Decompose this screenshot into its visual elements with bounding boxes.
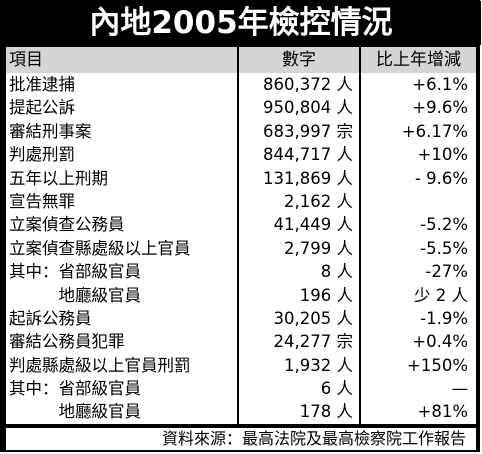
table-row: 宣告無罪 2,162 人 (6, 189, 476, 214)
row-item: 審結刑事案 (6, 119, 237, 144)
row-number: 844,717 人 (239, 143, 359, 167)
row-change: 少 2 人 (361, 283, 476, 307)
row-item: 立案偵查公務員 (6, 213, 237, 237)
statistics-table: 項目 數字 比上年增減 批准逮捕 860,372 人 +6.1% 提起公訴 95… (6, 47, 476, 424)
row-number: 131,869 人 (239, 166, 359, 190)
table-row: 審結刑事案 683,997 宗 +6.17% (6, 119, 476, 144)
header-change: 比上年增減 (361, 47, 476, 73)
row-change: -1.9% (361, 306, 476, 331)
table-row: 立案偵查縣處級以上官員 2,799 人 -5.5% (6, 236, 476, 261)
table-row: 五年以上刑期 131,869 人 - 9.6% (6, 166, 476, 190)
row-change: +81% (361, 400, 476, 424)
row-number: 1,932 人 (239, 353, 359, 378)
row-change: — (361, 377, 476, 401)
row-change: -5.5% (361, 236, 476, 261)
table-row: 判處縣處級以上官員刑罰 1,932 人 +150% (6, 353, 476, 378)
table-header: 項目 數字 比上年增減 (6, 47, 476, 73)
row-change: +150% (361, 353, 476, 378)
row-change: -5.2% (361, 213, 476, 237)
table-row: 立案偵查公務員 41,449 人 -5.2% (6, 213, 476, 237)
row-number: 24,277 宗 (239, 330, 359, 354)
row-number: 6 人 (239, 377, 359, 401)
row-number: 2,799 人 (239, 236, 359, 261)
table-row: 其中：省部級官員 6 人 — (6, 377, 476, 401)
row-number: 950,804 人 (239, 96, 359, 120)
row-number: 178 人 (239, 400, 359, 424)
row-number: 860,372 人 (239, 73, 359, 97)
source-note: 資料來源：最高法院及最高檢察院工作報告 (6, 428, 476, 450)
table-row: 地廳級官員 196 人 少 2 人 (6, 283, 476, 307)
row-item: 其中：省部級官員 (6, 260, 237, 284)
table-row: 批准逮捕 860,372 人 +6.1% (6, 73, 476, 97)
row-item: 審結公務員犯罪 (6, 330, 237, 354)
table-row: 起訴公務員 30,205 人 -1.9% (6, 306, 476, 331)
row-item: 五年以上刑期 (6, 166, 237, 190)
row-change: - 9.6% (361, 166, 476, 190)
row-number: 2,162 人 (239, 189, 359, 214)
row-item: 宣告無罪 (6, 189, 237, 214)
row-number: 30,205 人 (239, 306, 359, 331)
row-change: +6.17% (361, 119, 476, 144)
header-item: 項目 (6, 47, 237, 73)
row-item: 其中：省部級官員 (6, 377, 237, 401)
row-change: +10% (361, 143, 476, 167)
page-title: 內地2005年檢控情況 (1, 1, 481, 45)
row-item: 地廳級官員 (6, 283, 237, 307)
row-item: 立案偵查縣處級以上官員 (6, 236, 237, 261)
row-change: +0.4% (361, 330, 476, 354)
table-row: 提起公訴 950,804 人 +9.6% (6, 96, 476, 120)
table-row: 判處刑罰 844,717 人 +10% (6, 143, 476, 167)
row-item: 提起公訴 (6, 96, 237, 120)
row-change: +9.6% (361, 96, 476, 120)
row-number: 683,997 宗 (239, 119, 359, 144)
table-row: 其中：省部級官員 8 人 -27% (6, 260, 476, 284)
row-change: +6.1% (361, 73, 476, 97)
row-item: 批准逮捕 (6, 73, 237, 97)
row-change (361, 189, 476, 214)
table-row: 審結公務員犯罪 24,277 宗 +0.4% (6, 330, 476, 354)
row-number: 41,449 人 (239, 213, 359, 237)
row-number: 8 人 (239, 260, 359, 284)
row-change: -27% (361, 260, 476, 284)
header-number: 數字 (239, 47, 359, 73)
row-item: 地廳級官員 (6, 400, 237, 424)
table-row: 地廳級官員 178 人 +81% (6, 400, 476, 424)
row-item: 判處刑罰 (6, 143, 237, 167)
row-number: 196 人 (239, 283, 359, 307)
row-item: 判處縣處級以上官員刑罰 (6, 353, 237, 378)
row-item: 起訴公務員 (6, 306, 237, 331)
